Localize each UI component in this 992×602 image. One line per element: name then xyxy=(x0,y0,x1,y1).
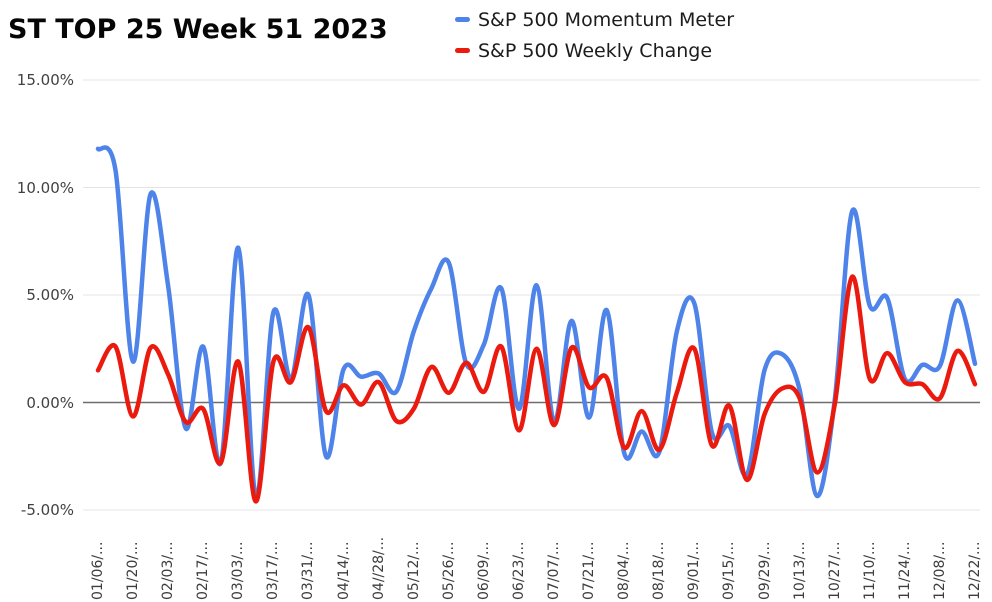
x-axis-label: 04//28/... xyxy=(370,536,387,600)
x-axis-label: 03/31/... xyxy=(300,541,317,600)
legend: S&P 500 Momentum Meter S&P 500 Weekly Ch… xyxy=(455,4,734,66)
x-axis-label: 11/10/... xyxy=(861,541,878,600)
legend-label: S&P 500 Momentum Meter xyxy=(478,8,735,31)
x-axis-label: 06/09/... xyxy=(475,541,492,600)
x-axis-label: 02/03/... xyxy=(160,541,177,600)
x-axis-label: 03/03/... xyxy=(230,541,247,600)
x-axis-label: 11/24/... xyxy=(896,541,913,600)
x-axis-label: 10/27/... xyxy=(826,541,843,600)
x-axis-label: 08/04/... xyxy=(616,541,633,600)
y-axis-label: 5.00% xyxy=(26,286,74,304)
chart-title: ST TOP 25 Week 51 2023 xyxy=(8,14,388,45)
x-axis-label: 10/13/... xyxy=(791,541,808,600)
x-axis-label: 08/18/... xyxy=(651,541,668,600)
x-axis-label: 12/22/... xyxy=(967,541,983,600)
x-axis-label: 01/20/... xyxy=(125,541,142,600)
series-line-weekly-change xyxy=(95,274,978,504)
y-axis-label: 0.00% xyxy=(26,393,74,412)
x-axis-label: 05/12/... xyxy=(405,541,422,600)
x-axis-label: 09/15/... xyxy=(721,541,738,600)
x-axis-label: 04/14/... xyxy=(335,541,352,600)
y-axis-label: 10.00% xyxy=(16,178,74,197)
x-axis-label: 03/17/... xyxy=(265,541,282,600)
y-axis-label: 15.00% xyxy=(16,71,74,89)
x-axis-label: 01/06/... xyxy=(90,541,106,600)
x-axis-label: 07/07/... xyxy=(546,541,563,600)
x-axis-label: 05/26/... xyxy=(440,541,457,600)
x-axis-label: 09/29/... xyxy=(756,541,773,600)
x-axis-label: 09/01/... xyxy=(686,541,703,600)
x-axis-label: 02/17/... xyxy=(195,541,212,600)
y-axis-label: -5.00% xyxy=(20,501,74,519)
legend-item-weekly-change: S&P 500 Weekly Change xyxy=(455,35,734,66)
x-axis-label: 12/08/... xyxy=(931,541,948,600)
legend-label: S&P 500 Weekly Change xyxy=(478,39,713,62)
x-axis-label: 07/21/... xyxy=(581,541,598,600)
legend-item-momentum: S&P 500 Momentum Meter xyxy=(455,4,734,35)
x-axis-label: 06/23/... xyxy=(510,541,527,600)
weekly-change-line-swatch-icon xyxy=(455,48,470,53)
momentum-line-swatch-icon xyxy=(455,17,470,22)
series-line-momentum xyxy=(95,145,978,500)
